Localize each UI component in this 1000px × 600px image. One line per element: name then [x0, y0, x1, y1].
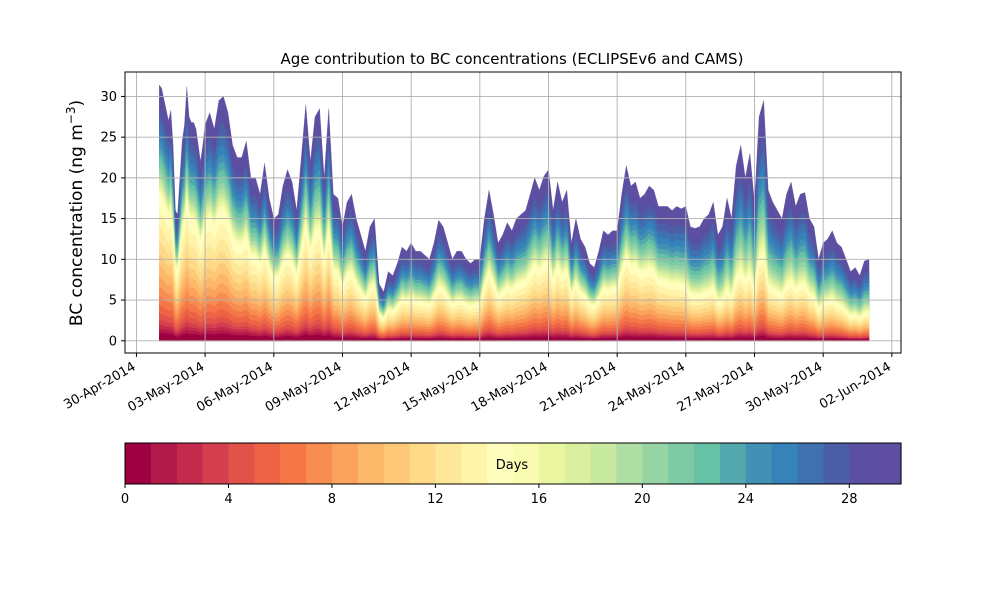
colorbar-segment — [694, 443, 721, 484]
x-tick-label: 09-May-2014 — [263, 359, 345, 415]
x-tick-label: 18-May-2014 — [469, 359, 551, 415]
colorbar-label: Days — [496, 458, 529, 473]
svg-text:BC concentration (ng m−3): BC concentration (ng m−3) — [64, 100, 87, 326]
y-tick-label: 20 — [100, 171, 117, 186]
colorbar-segment — [719, 443, 747, 484]
colorbar-tick-label: 24 — [738, 492, 755, 507]
colorbar-segment — [590, 443, 618, 484]
colorbar-segment — [254, 443, 281, 484]
x-tick-label: 27-May-2014 — [675, 359, 757, 415]
colorbar-tick-label: 8 — [328, 492, 336, 507]
colorbar-frame — [124, 442, 902, 485]
colorbar-segment — [616, 443, 643, 484]
y-tick-label: 10 — [100, 253, 117, 268]
chart-title: Age contribution to BC concentrations (E… — [281, 50, 744, 68]
colorbar-segment — [150, 443, 178, 484]
colorbar-segment — [125, 443, 152, 484]
colorbar-segment — [797, 443, 824, 484]
colorbar-segment — [538, 443, 566, 484]
colorbar-segment — [331, 443, 359, 484]
y-tick-label: 15 — [100, 212, 117, 227]
colorbar-segment — [306, 443, 333, 484]
colorbar-segment — [771, 443, 799, 484]
x-tick-label: 02-Jun-2014 — [817, 359, 894, 412]
colorbar-segment — [202, 443, 230, 484]
x-tick-label: 15-May-2014 — [400, 359, 482, 415]
x-tick-label: 03-May-2014 — [125, 359, 207, 415]
x-tick-label: 21-May-2014 — [537, 359, 619, 415]
y-axis-label-main: BC concentration (ng m — [67, 124, 87, 326]
colorbar-segment — [487, 443, 514, 484]
colorbar-segment — [745, 443, 773, 484]
colorbar-tick-label: 4 — [224, 492, 232, 507]
x-axis-ticks: 30-Apr-201403-May-201406-May-201409-May-… — [61, 353, 894, 415]
y-tick-label: 30 — [100, 90, 117, 105]
colorbar-segment — [409, 443, 436, 484]
x-tick-label: 24-May-2014 — [606, 359, 688, 415]
colorbar-segment — [461, 443, 488, 484]
colorbar-segment — [383, 443, 411, 484]
y-axis-label-superscript: −3 — [64, 106, 78, 124]
x-tick-label: 12-May-2014 — [331, 359, 413, 415]
y-tick-label: 5 — [109, 294, 117, 309]
y-axis-label-close: ) — [67, 100, 87, 107]
y-axis-label: BC concentration (ng m−3) — [64, 100, 87, 326]
colorbar-segment — [668, 443, 695, 484]
colorbar-segment — [228, 443, 255, 484]
colorbar-tick-label: 20 — [634, 492, 651, 507]
grid-lines — [125, 72, 901, 353]
colorbar-segment — [513, 443, 540, 484]
colorbar-segment — [176, 443, 204, 484]
colorbar-tick-label: 28 — [841, 492, 858, 507]
colorbar-tick-label: 16 — [531, 492, 548, 507]
colorbar-tick-label: 12 — [427, 492, 444, 507]
colorbar-segment — [435, 443, 462, 484]
y-tick-label: 25 — [100, 131, 117, 146]
y-axis-ticks: 0 5 10 15 20 25 30 — [100, 90, 125, 349]
colorbar-segment — [875, 443, 902, 484]
x-tick-label: 30-May-2014 — [743, 359, 825, 415]
colorbar-segment — [280, 443, 307, 484]
colorbar-tick-label: 0 — [121, 492, 129, 507]
colorbar-segment — [564, 443, 592, 484]
x-tick-label: 06-May-2014 — [194, 359, 276, 415]
colorbar-segment — [642, 443, 669, 484]
colorbar-segment — [849, 443, 876, 484]
colorbar-segment — [357, 443, 385, 484]
colorbar-ticks: 0 4 8 12 16 20 24 28 — [121, 484, 858, 507]
y-tick-label: 0 — [109, 334, 117, 349]
colorbar-segment — [823, 443, 850, 484]
stacked-area-series — [159, 84, 870, 341]
plot-frame — [124, 71, 902, 354]
colorbar — [124, 442, 902, 485]
